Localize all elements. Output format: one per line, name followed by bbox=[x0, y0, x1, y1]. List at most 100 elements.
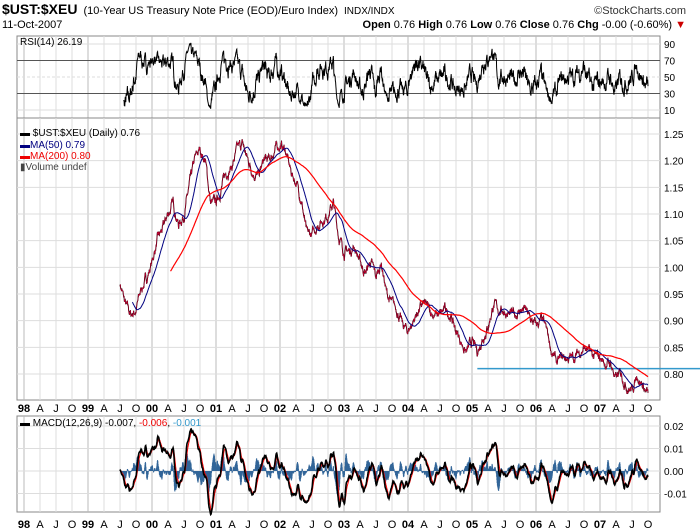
x-axis-label: J bbox=[437, 403, 443, 415]
x-axis-label: O bbox=[644, 403, 653, 415]
x-axis-label: J bbox=[501, 403, 507, 415]
open-value: 0.76 bbox=[393, 19, 416, 31]
legend-price: ▬ $UST:$XEU (Daily) 0.76 bbox=[20, 128, 141, 139]
x-axis-label: J bbox=[309, 403, 315, 415]
legend-volume-label: Volume undef bbox=[25, 162, 87, 173]
rsi-tick-label: 10 bbox=[664, 106, 676, 117]
macd-legend: ▬ MACD(12,26,9) -0.007, -0.006, -0.001 bbox=[20, 418, 202, 429]
x-axis-label: O bbox=[516, 519, 525, 530]
x-axis-label: A bbox=[548, 519, 556, 530]
macd-value: -0.007 bbox=[105, 418, 134, 429]
x-axis-label: O bbox=[324, 519, 333, 530]
x-axis-label: 07 bbox=[594, 519, 606, 530]
x-axis-label: 98 bbox=[18, 519, 30, 530]
x-axis-label: A bbox=[292, 519, 300, 530]
histogram-value: -0.001 bbox=[172, 418, 202, 429]
legend-ma50: ▬MA(50) 0.79 bbox=[20, 140, 86, 151]
x-axis-label: O bbox=[388, 403, 397, 415]
legend-price-label: $UST:$XEU (Daily) 0.76 bbox=[32, 128, 141, 139]
x-axis-label: O bbox=[260, 403, 269, 415]
x-axis-label: J bbox=[117, 519, 123, 530]
ma50-line bbox=[131, 146, 649, 389]
x-axis-label: O bbox=[324, 403, 333, 415]
x-axis-label: O bbox=[388, 519, 397, 530]
x-axis-label: O bbox=[580, 403, 589, 415]
open-label: Open bbox=[362, 19, 391, 31]
x-axis-label: 05 bbox=[466, 519, 478, 530]
x-axis-label: 06 bbox=[530, 403, 542, 415]
high-label: High bbox=[418, 19, 443, 31]
legend-ma50-label: MA(50) 0.79 bbox=[30, 140, 86, 151]
x-axis-label: A bbox=[612, 519, 620, 530]
rsi-tick-label: 30 bbox=[664, 90, 676, 101]
x-axis-label: A bbox=[164, 403, 172, 415]
x-axis-label: A bbox=[100, 403, 108, 415]
x-axis-label: 04 bbox=[402, 403, 415, 415]
description: (10-Year US Treasury Note Price (EOD)/Eu… bbox=[83, 5, 338, 17]
x-axis-label: O bbox=[452, 403, 461, 415]
price-tick-label: 1.10 bbox=[664, 210, 684, 221]
macd-tick-label: 0.01 bbox=[664, 445, 684, 456]
x-axis-label: O bbox=[516, 403, 525, 415]
rsi-legend: RSI(14) 26.19 bbox=[20, 37, 83, 48]
x-axis-label: 05 bbox=[466, 403, 478, 415]
price-tick-label: 1.20 bbox=[664, 157, 684, 168]
price-tick-label: 0.80 bbox=[664, 370, 684, 381]
rsi-line bbox=[123, 42, 649, 109]
exchange: INDX/INDX bbox=[344, 6, 395, 17]
x-axis-label: A bbox=[36, 519, 44, 530]
x-axis-label: J bbox=[629, 519, 635, 530]
x-axis-label: 06 bbox=[530, 519, 542, 530]
x-axis-label: O bbox=[196, 519, 205, 530]
x-axis-label: A bbox=[356, 403, 364, 415]
x-axis-label: J bbox=[181, 403, 187, 415]
x-axis-label: J bbox=[53, 403, 59, 415]
legend-volume: ▮Volume undef bbox=[20, 162, 87, 173]
signal-value: -0.006 bbox=[138, 418, 168, 429]
price-tick-label: 1.15 bbox=[664, 183, 684, 194]
price-tick-label: 0.85 bbox=[664, 343, 684, 354]
x-axis-label: O bbox=[132, 403, 141, 415]
price-tick-label: 1.25 bbox=[664, 130, 684, 141]
x-axis-label: 02 bbox=[274, 519, 286, 530]
high-value: 0.76 bbox=[445, 19, 468, 31]
chg-label: Chg bbox=[577, 19, 599, 31]
x-axis-label: A bbox=[356, 519, 364, 530]
price-tick-label: 1.05 bbox=[664, 237, 684, 248]
x-axis-label: O bbox=[68, 403, 77, 415]
x-axis-label: J bbox=[117, 403, 123, 415]
macd-tick-label: -0.01 bbox=[664, 490, 687, 501]
x-axis-label: A bbox=[612, 403, 620, 415]
watermark: ©StockCharts.com bbox=[594, 5, 686, 17]
x-axis-label: 99 bbox=[82, 403, 94, 415]
x-axis-label: A bbox=[484, 519, 492, 530]
symbol: $UST:$XEU bbox=[2, 1, 78, 17]
x-axis-label: J bbox=[373, 519, 379, 530]
x-axis-label: J bbox=[565, 519, 571, 530]
price-tick-label: 1.00 bbox=[664, 263, 684, 274]
x-axis-label: A bbox=[228, 403, 236, 415]
x-axis-label: A bbox=[164, 519, 172, 530]
rsi-tick-label: 90 bbox=[664, 40, 676, 51]
x-axis-label: 01 bbox=[210, 403, 222, 415]
x-axis-label: A bbox=[36, 403, 44, 415]
x-axis-label: 03 bbox=[338, 403, 350, 415]
legend-ma200: ▬MA(200) 0.80 bbox=[20, 151, 91, 162]
x-axis-label: O bbox=[580, 519, 589, 530]
x-axis-label: O bbox=[452, 519, 461, 530]
x-axis-label: 03 bbox=[338, 519, 350, 530]
x-axis-label: O bbox=[68, 519, 77, 530]
x-axis-label: 00 bbox=[146, 403, 158, 415]
rsi-tick-label: 70 bbox=[664, 57, 676, 68]
x-axis-label: O bbox=[260, 519, 269, 530]
low-value: 0.76 bbox=[495, 19, 517, 31]
price-line-overlay bbox=[119, 139, 649, 394]
x-axis-label: 01 bbox=[210, 519, 222, 530]
x-axis-label: 00 bbox=[146, 519, 158, 530]
x-axis-label: O bbox=[196, 403, 205, 415]
x-axis-label: A bbox=[548, 403, 556, 415]
date: 11-Oct-2007 bbox=[2, 19, 63, 31]
ma200-line bbox=[170, 156, 649, 378]
x-axis-label: A bbox=[420, 403, 428, 415]
